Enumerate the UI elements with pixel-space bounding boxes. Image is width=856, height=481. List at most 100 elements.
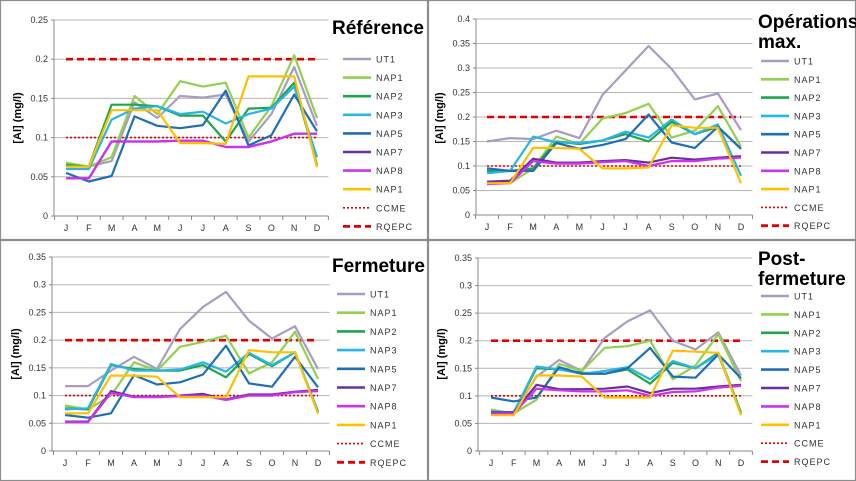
chart-panel: 0 0.05 0.1 0.15 0.2 0.25 0.3 0.35 J F M A M J J A S O N D [A… bbox=[0, 239, 429, 481]
x-tick-label: S bbox=[246, 458, 252, 468]
x-tick-label: S bbox=[669, 222, 675, 232]
legend-item: CCME bbox=[337, 439, 401, 449]
series-line-nap8 bbox=[66, 132, 317, 180]
legend-item: RQEPC bbox=[343, 222, 412, 232]
y-axis-label: [Al] (mg/l) bbox=[436, 328, 448, 380]
y-tick-label: 0.25 bbox=[454, 308, 472, 318]
x-tick-label: F bbox=[86, 223, 92, 233]
series-line-nap3 bbox=[64, 351, 320, 412]
chart-title: Opérations max. bbox=[758, 12, 856, 53]
legend-item: NAP3 bbox=[343, 110, 403, 120]
legend-item: NAP1 bbox=[343, 73, 403, 83]
chart-title: Fermeture bbox=[332, 256, 425, 277]
legend-item: NAP5 bbox=[761, 130, 821, 140]
chart-title-line: Opérations bbox=[758, 12, 856, 33]
legend-item: RQEPC bbox=[337, 458, 406, 468]
legend-label: NAP1 bbox=[794, 75, 822, 85]
y-tick-label: 0.15 bbox=[452, 137, 470, 147]
legend-label: UT1 bbox=[376, 55, 396, 65]
legend-item: NAP7 bbox=[761, 384, 821, 394]
legend-label: NAP2 bbox=[376, 92, 404, 102]
series-line-ut1 bbox=[486, 44, 742, 143]
x-tick-label: D bbox=[314, 223, 321, 233]
legend-label: UT1 bbox=[794, 57, 814, 67]
y-tick-label: 0 bbox=[43, 211, 48, 221]
panel-border bbox=[0, 0, 429, 241]
legend-item: NAP2 bbox=[337, 327, 397, 337]
legend-label: CCME bbox=[370, 439, 401, 449]
legend-item: NAP1 bbox=[337, 308, 397, 318]
y-tick-label: 0.05 bbox=[452, 186, 470, 196]
y-tick-label: 0.3 bbox=[459, 281, 472, 291]
x-tick-label: J bbox=[201, 458, 206, 468]
legend-item: NAP8 bbox=[337, 402, 397, 412]
series-line-nap7 bbox=[491, 383, 742, 414]
x-tick-label: J bbox=[623, 222, 628, 232]
x-tick-label: A bbox=[131, 458, 137, 468]
series-line-nap3 bbox=[486, 118, 743, 177]
x-tick-label: M bbox=[107, 458, 115, 468]
x-tick-label: J bbox=[625, 458, 630, 468]
chart-title: Post-fermeture bbox=[758, 249, 846, 290]
legend-item: CCME bbox=[761, 203, 824, 213]
x-tick-label: M bbox=[529, 222, 537, 232]
x-tick-label: S bbox=[246, 223, 252, 233]
legend-item: CCME bbox=[343, 203, 406, 213]
y-tick-label: 0.15 bbox=[30, 93, 48, 103]
x-tick-label: M bbox=[578, 458, 586, 468]
y-tick-label: 0.2 bbox=[457, 112, 470, 122]
x-tick-label: J bbox=[602, 458, 607, 468]
legend-item: NAP5 bbox=[761, 365, 822, 375]
series-line-nap5 bbox=[486, 113, 742, 172]
legend-label: NAP3 bbox=[794, 347, 822, 357]
y-tick-label: 0.15 bbox=[454, 363, 472, 373]
x-tick-label: O bbox=[692, 458, 699, 468]
legend-item: NAP3 bbox=[761, 347, 822, 357]
series-line-nap3 bbox=[66, 85, 319, 171]
legend-label: UT1 bbox=[794, 292, 814, 302]
y-tick-label: 0.2 bbox=[459, 336, 472, 346]
x-tick-label: A bbox=[553, 222, 559, 232]
x-tick-label: J bbox=[178, 458, 183, 468]
legend-label: RQEPC bbox=[794, 221, 831, 231]
x-tick-label: N bbox=[292, 458, 299, 468]
x-tick-label: A bbox=[647, 458, 653, 468]
legend-item: NAP7 bbox=[343, 148, 403, 158]
series-line-nap8 bbox=[65, 390, 319, 424]
legend-item: RQEPC bbox=[761, 221, 831, 231]
x-tick-label: F bbox=[507, 222, 513, 232]
x-tick-label: J bbox=[64, 223, 69, 233]
legend-item: NAP8 bbox=[761, 402, 821, 412]
y-tick-label: 0 bbox=[41, 446, 46, 456]
x-tick-label: M bbox=[576, 222, 584, 232]
y-tick-label: 0.2 bbox=[33, 335, 46, 345]
legend-item: RQEPC bbox=[761, 457, 830, 467]
series-line-nap5 bbox=[64, 344, 319, 419]
legend-label: NAP1 bbox=[794, 185, 822, 195]
x-tick-label: D bbox=[738, 458, 745, 468]
legend-item: UT1 bbox=[761, 292, 814, 302]
legend-item: NAP5 bbox=[337, 364, 397, 374]
legend-label: NAP5 bbox=[794, 365, 822, 375]
legend-item: NAP8 bbox=[343, 166, 403, 176]
series-line-nap1 bbox=[487, 124, 743, 185]
x-tick-label: M bbox=[154, 223, 162, 233]
x-tick-label: F bbox=[85, 458, 91, 468]
y-tick-label: 0.1 bbox=[459, 391, 472, 401]
x-tick-label: M bbox=[108, 223, 116, 233]
x-tick-label: J bbox=[201, 223, 206, 233]
y-tick-label: 0.15 bbox=[28, 363, 46, 373]
x-tick-label: M bbox=[533, 458, 541, 468]
legend-item: NAP2 bbox=[761, 328, 821, 338]
y-tick-label: 0.1 bbox=[35, 133, 48, 143]
y-tick-label: 0.1 bbox=[33, 391, 46, 401]
legend-item: NAP1 bbox=[761, 310, 821, 320]
series-line-nap1 bbox=[65, 54, 319, 168]
legend-item: NAP1 bbox=[761, 75, 822, 85]
y-tick-label: 0.3 bbox=[457, 63, 470, 73]
legend-label: NAP8 bbox=[794, 166, 822, 176]
x-tick-label: J bbox=[63, 458, 68, 468]
legend-label: NAP1 bbox=[376, 185, 404, 195]
x-tick-label: O bbox=[268, 223, 275, 233]
